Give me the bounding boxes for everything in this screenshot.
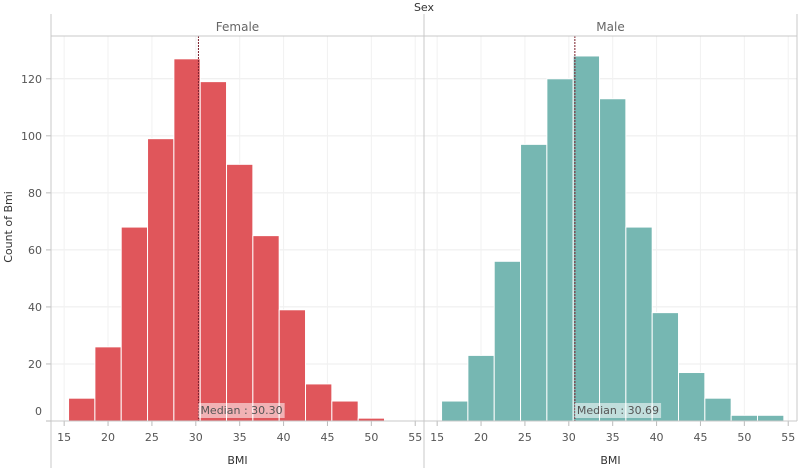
x-axis-title: BMI bbox=[227, 454, 247, 467]
y-tick-label: 40 bbox=[28, 301, 42, 314]
x-tick-label: 40 bbox=[277, 431, 291, 444]
median-label: Median : 30.30 bbox=[200, 404, 282, 417]
y-tick-label: 0 bbox=[35, 405, 42, 418]
x-tick-label: 15 bbox=[430, 431, 444, 444]
x-tick-label: 30 bbox=[189, 431, 203, 444]
y-tick-label: 80 bbox=[28, 187, 42, 200]
x-tick-label: 25 bbox=[518, 431, 532, 444]
histogram-bar bbox=[278, 309, 307, 422]
panel-title: Female bbox=[216, 20, 259, 34]
median-label-bg bbox=[198, 403, 285, 418]
histogram-bar bbox=[599, 98, 627, 422]
histogram-bar bbox=[730, 414, 759, 422]
panel-male: Male Median : 30.69 15 20 25 30 35 40 45 50 55 BMI bbox=[423, 14, 798, 468]
histogram-bar bbox=[572, 55, 601, 422]
histogram-bar bbox=[68, 397, 96, 422]
histogram-bar bbox=[704, 397, 732, 422]
x-tick-label: 35 bbox=[233, 431, 247, 444]
panel-header bbox=[424, 14, 797, 36]
x-tick-label: 15 bbox=[57, 431, 71, 444]
histogram-bar bbox=[546, 78, 574, 422]
x-tick-label: 35 bbox=[606, 431, 620, 444]
x-tick-label: 50 bbox=[737, 431, 751, 444]
x-tick-label: 45 bbox=[693, 431, 707, 444]
y-axis: 0 20 40 60 80 100 120 bbox=[21, 73, 51, 422]
median-label-bg bbox=[574, 403, 662, 418]
histogram-bar bbox=[147, 138, 175, 422]
histogram-bar bbox=[441, 400, 469, 422]
histogram-bar bbox=[173, 58, 201, 422]
y-tick-label: 100 bbox=[21, 130, 42, 143]
histogram-bar bbox=[467, 354, 495, 422]
panel-header bbox=[51, 14, 424, 36]
x-tick-label: 40 bbox=[650, 431, 664, 444]
histogram-bar bbox=[757, 414, 785, 422]
y-axis-title: Count of Bmi bbox=[2, 191, 15, 263]
histogram-bar bbox=[493, 260, 522, 422]
x-tick-label: 50 bbox=[364, 431, 378, 444]
histogram-bar bbox=[305, 383, 333, 422]
panels: Female Median : 30.30 15 20 25 30 35 40 45 50 55 BM… bbox=[50, 14, 798, 468]
histogram-bar bbox=[625, 226, 653, 422]
x-tick-label: 20 bbox=[101, 431, 115, 444]
panel-female: Female Median : 30.30 15 20 25 30 35 40 45 50 55 BM… bbox=[50, 14, 424, 468]
x-tick-label: 55 bbox=[408, 431, 422, 444]
x-tick-label: 20 bbox=[474, 431, 488, 444]
y-tick-label: 60 bbox=[28, 244, 42, 257]
histogram-bar bbox=[678, 372, 706, 422]
histogram-bar bbox=[252, 235, 280, 422]
panel-title: Male bbox=[596, 20, 624, 34]
median-label: Median : 30.69 bbox=[577, 404, 659, 417]
x-tick-label: 55 bbox=[781, 431, 795, 444]
x-tick-label: 30 bbox=[562, 431, 576, 444]
facet-title: Sex bbox=[414, 1, 435, 14]
histogram-bar bbox=[199, 81, 228, 422]
histogram-bar bbox=[94, 346, 122, 422]
x-axis-title: BMI bbox=[600, 454, 620, 467]
x-tick-label: 25 bbox=[145, 431, 159, 444]
x-tick-label: 45 bbox=[320, 431, 334, 444]
y-tick-label: 120 bbox=[21, 73, 42, 86]
histogram-bar bbox=[120, 226, 149, 422]
histogram-bar bbox=[226, 163, 254, 422]
y-tick-label: 20 bbox=[28, 358, 42, 371]
histogram-bar bbox=[520, 143, 548, 422]
histogram-bar bbox=[331, 400, 359, 422]
